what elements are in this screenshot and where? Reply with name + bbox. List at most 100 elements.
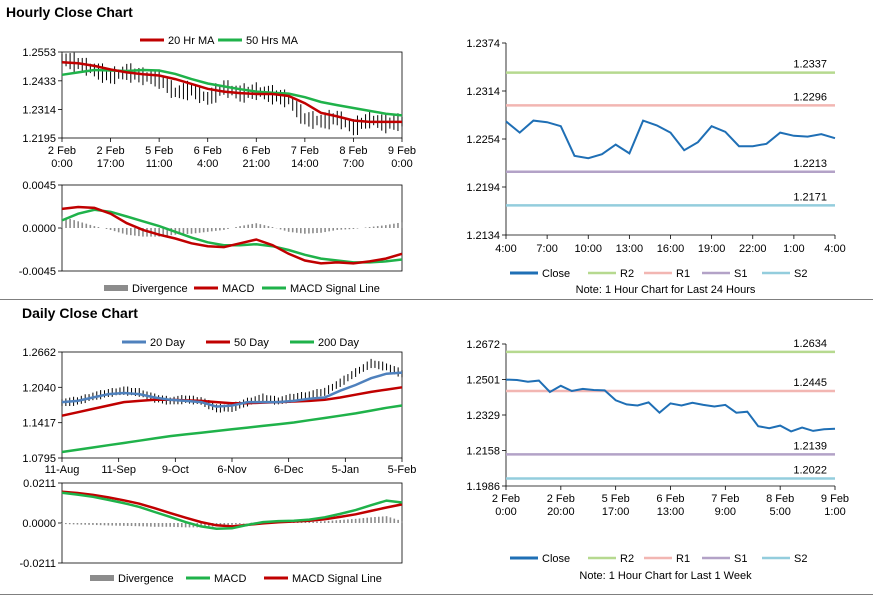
daily-price-ytick-label: 1.1417 (22, 418, 56, 430)
daily-levels-xtick-time: 17:00 (602, 506, 630, 518)
hourly-levels-legend-r2-label: R2 (620, 268, 634, 280)
daily-levels-xtick-day: 7 Feb (711, 493, 739, 505)
legend-daily-divergence-label: Divergence (118, 573, 174, 585)
daily-levels-close-line (505, 378, 836, 433)
daily-levels-level-s1-label: 1.2139 (793, 440, 827, 452)
daily-levels-legend-close-label: Close (542, 553, 570, 565)
daily-levels-xtick-time: 5:00 (769, 506, 790, 518)
daily-50day-line (61, 386, 403, 417)
hourly-macd-ytick-label: 0.0000 (22, 223, 56, 235)
hourly-levels-xtick-label: 13:00 (616, 243, 644, 255)
legend-50day-label: 50 Day (234, 337, 269, 349)
legend-daily-macd-signal-label: MACD Signal Line (292, 573, 382, 585)
hourly-price-xtick-time: 7:00 (343, 158, 364, 170)
daily-levels-xtick-day: 6 Feb (656, 493, 684, 505)
hourly-price-ytick-label: 1.2433 (22, 76, 56, 88)
daily-levels-xtick-day: 9 Feb (821, 493, 849, 505)
hourly-levels-ytick-label: 1.2134 (466, 230, 500, 242)
daily-levels-xtick-time: 9:00 (715, 506, 736, 518)
daily-macd-line (61, 491, 403, 530)
hourly-price-xtick-time: 0:00 (51, 158, 72, 170)
hourly-price-xtick-time: 11:00 (146, 158, 173, 170)
daily-levels-xtick-time: 1:00 (824, 506, 845, 518)
hourly-levels-legend-close-label: Close (542, 268, 570, 280)
hourly-levels-ytick-label: 1.2194 (466, 182, 500, 194)
daily-levels-ytick-label: 1.2672 (466, 339, 500, 351)
daily-macd-signal-line (61, 490, 403, 528)
hourly-levels-level-r1-label: 1.2296 (793, 91, 827, 103)
daily-price-ytick-label: 1.2662 (22, 347, 56, 359)
legend-50hrs-ma-label: 50 Hrs MA (246, 35, 299, 47)
daily-levels-level-r1-label: 1.2445 (793, 377, 827, 389)
daily-price-xtick-label: 6-Nov (217, 464, 247, 476)
hourly-macd-plot-frame (61, 184, 403, 272)
legend-daily-macd-label: MACD (214, 573, 246, 585)
hourly-section-title: Hourly Close Chart (6, 4, 133, 20)
bottom-divider (0, 594, 873, 595)
daily-levels-xtick-time: 13:00 (657, 506, 685, 518)
hourly-macd-signal-line (61, 208, 403, 264)
daily-20day-line (61, 371, 403, 408)
hourly-price-xtick-time: 17:00 (97, 158, 125, 170)
legend-20day-label: 20 Day (150, 337, 185, 349)
hourly-levels-xtick-label: 4:00 (495, 243, 516, 255)
daily-levels-legend-s1-label: S1 (734, 553, 747, 565)
daily-price-xtick-label: 5-Feb (388, 464, 417, 476)
hourly-levels-legend-s2-label: S2 (794, 268, 807, 280)
hourly-levels-xtick-label: 16:00 (657, 243, 685, 255)
hourly-levels-chart: 1.2374 1.2314 1.2254 1.2194 1.2134 1.2337 1.22… (466, 38, 845, 296)
daily-200day-line (61, 404, 403, 454)
hourly-levels-legend-s1-label: S1 (734, 268, 747, 280)
hourly-price-ytick-label: 1.2195 (22, 133, 56, 145)
hourly-levels-level-s1-label: 1.2213 (793, 158, 827, 170)
hourly-price-xtick-day: 9 Feb (388, 145, 416, 157)
daily-price-ytick-label: 1.0795 (22, 453, 56, 465)
daily-price-xtick-label: 9-Oct (162, 464, 189, 476)
hourly-price-xtick-time: 0:00 (391, 158, 412, 170)
daily-levels-level-s2-label: 1.2022 (793, 465, 827, 477)
hourly-levels-ytick-label: 1.2314 (466, 86, 500, 98)
daily-levels-xtick-day: 2 Feb (492, 493, 520, 505)
daily-levels-note: Note: 1 Hour Chart for Last 1 Week (579, 570, 752, 582)
daily-price-xtick-label: 5-Jan (332, 464, 360, 476)
legend-hourly-macd-label: MACD (222, 283, 254, 295)
daily-levels-legend-r1-label: R1 (676, 553, 690, 565)
hourly-levels-close-line (505, 119, 836, 160)
section-divider (0, 299, 873, 300)
daily-levels-ytick-label: 1.2329 (466, 410, 500, 422)
hourly-levels-ytick-label: 1.2254 (466, 134, 500, 146)
hourly-levels-ytick-label: 1.2374 (466, 38, 500, 50)
legend-hourly-macd-signal-label: MACD Signal Line (290, 283, 380, 295)
daily-macd-ytick-label: 0.0000 (22, 518, 56, 530)
daily-levels-xtick-day: 8 Feb (766, 493, 794, 505)
daily-macd-chart: 0.0211 0.0000 -0.0211 Divergence MACD MACD Si… (20, 478, 403, 585)
hourly-price-ytick-label: 1.2553 (22, 47, 56, 59)
daily-macd-ytick-label: -0.0211 (20, 558, 57, 570)
hourly-price-ytick-label: 1.2314 (22, 104, 56, 116)
daily-levels-ytick-label: 1.2501 (466, 374, 500, 386)
hourly-price-xtick-day: 7 Feb (291, 145, 319, 157)
daily-macd-ytick-label: 0.0211 (23, 478, 56, 490)
hourly-price-xtick-time: 14:00 (291, 158, 319, 170)
hourly-macd-ytick-label: -0.0045 (19, 266, 56, 278)
hourly-price-xtick-time: 21:00 (243, 158, 271, 170)
hourly-levels-note: Note: 1 Hour Chart for Last 24 Hours (576, 284, 756, 296)
hourly-price-xtick-time: 4:00 (197, 158, 218, 170)
hourly-price-xtick-day: 5 Feb (145, 145, 173, 157)
daily-levels-xtick-time: 20:00 (547, 506, 575, 518)
hourly-levels-xtick-label: 4:00 (824, 243, 845, 255)
hourly-macd-ytick-label: 0.0045 (22, 180, 56, 192)
hourly-price-plot-frame (61, 51, 403, 139)
hourly-levels-xtick-label: 19:00 (698, 243, 726, 255)
daily-price-ytick-label: 1.2040 (22, 382, 56, 394)
hourly-levels-level-r2-label: 1.2337 (793, 59, 827, 71)
daily-levels-xtick-time: 0:00 (495, 506, 516, 518)
hourly-price-xtick-day: 6 Feb (242, 145, 270, 157)
daily-price-xtick-label: 11-Aug (45, 464, 80, 476)
hourly-levels-xtick-label: 10:00 (574, 243, 602, 255)
hourly-price-xtick-day: 2 Feb (48, 145, 76, 157)
daily-levels-legend-r2-label: R2 (620, 553, 634, 565)
hourly-levels-xtick-label: 7:00 (536, 243, 557, 255)
